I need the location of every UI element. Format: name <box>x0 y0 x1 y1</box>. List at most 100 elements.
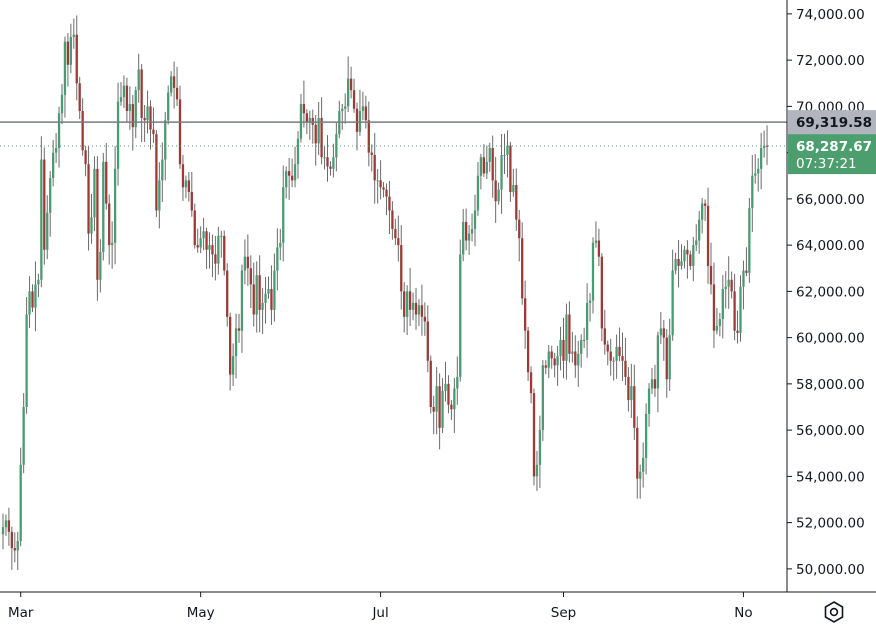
candle-body-down <box>205 231 208 250</box>
candle <box>630 363 633 418</box>
candle-body-down <box>706 205 710 266</box>
candle <box>57 106 61 168</box>
candle <box>246 234 249 286</box>
candle-body-down <box>689 254 692 266</box>
candle-body-up <box>585 302 589 340</box>
candle <box>332 143 335 178</box>
candle <box>69 23 72 74</box>
candle-body-up <box>273 270 276 310</box>
candle-body-up <box>69 37 72 65</box>
candle <box>406 285 409 336</box>
candle-body-down <box>636 427 639 479</box>
candle <box>432 395 435 435</box>
candle <box>438 373 441 450</box>
candle <box>229 312 232 391</box>
candle-body-down <box>149 106 152 130</box>
horizontal-line-price-label: 69,319.58 <box>796 115 872 131</box>
candle <box>748 198 751 283</box>
candle-body-down <box>730 279 733 292</box>
candle-body-up <box>444 383 447 391</box>
candle <box>308 110 311 140</box>
candle <box>526 326 530 381</box>
candle <box>202 217 205 251</box>
chart-settings-button[interactable] <box>821 599 847 625</box>
candle-body-down <box>43 159 46 250</box>
candle-body-down <box>633 386 636 428</box>
candle-body-down <box>703 203 707 206</box>
candle-body-down <box>653 379 657 389</box>
candle <box>31 284 34 313</box>
candle-body-down <box>237 328 241 331</box>
candle <box>500 133 503 214</box>
candle-body-down <box>172 76 176 88</box>
candle-body-down <box>84 150 87 165</box>
candle <box>686 240 689 279</box>
candle <box>108 194 111 265</box>
candle-body-down <box>229 316 232 375</box>
candle-body-up <box>267 289 270 294</box>
candle-body-up <box>630 386 633 401</box>
candle-body-up <box>680 261 683 266</box>
candle <box>326 135 329 182</box>
candle-body-up <box>146 106 149 121</box>
candle <box>757 158 760 192</box>
candle-body-up <box>751 175 754 209</box>
candle <box>344 93 347 124</box>
candle <box>252 262 255 327</box>
candle <box>249 255 252 309</box>
candle-body-down <box>270 289 273 310</box>
candle <box>178 85 182 169</box>
price-axis[interactable]: 50,000.00 52,000.00 54,000.00 56,000.00 58,0… <box>787 7 865 578</box>
candle <box>621 332 624 381</box>
candle-body-up <box>279 242 282 248</box>
candle-body-up <box>473 210 477 229</box>
candle <box>574 335 577 378</box>
candle-body-up <box>674 259 677 271</box>
candle-body-down <box>524 298 527 331</box>
candle <box>721 275 724 339</box>
candle <box>591 237 595 314</box>
candle-body-down <box>429 360 432 407</box>
candle <box>43 147 46 265</box>
candle-body-down <box>562 339 565 361</box>
candle <box>647 383 651 427</box>
candle <box>712 262 716 349</box>
candle <box>60 84 64 125</box>
candle <box>444 361 447 402</box>
candle <box>426 305 429 373</box>
candle-body-up <box>485 161 488 174</box>
candle <box>715 307 719 335</box>
candle-body-up <box>57 113 61 148</box>
candle-body-down <box>765 145 769 147</box>
candle-body-up <box>615 346 618 361</box>
candle <box>509 141 512 202</box>
candle-body-up <box>656 335 660 389</box>
x-tick-label: Sep <box>551 605 576 621</box>
candle-body-down <box>391 210 394 229</box>
candle <box>184 175 188 199</box>
candle <box>49 171 52 237</box>
candle <box>420 284 424 336</box>
candle-body-up <box>594 240 598 243</box>
time-axis[interactable]: Mar May Jul Sep No <box>8 592 753 621</box>
candle <box>423 302 426 336</box>
candle-body-down <box>223 235 226 271</box>
candle <box>267 276 270 299</box>
candle-body-up <box>571 351 574 354</box>
candle <box>243 239 247 285</box>
candle-body-down <box>438 386 441 428</box>
candle-body-up <box>128 104 131 111</box>
candle <box>506 130 509 178</box>
candle-body-up <box>276 247 279 271</box>
candle <box>462 208 465 262</box>
candle-body-up <box>99 252 102 280</box>
candle-body-down <box>600 256 603 329</box>
candle-body-down <box>108 203 111 246</box>
candle-body-up <box>724 286 727 290</box>
candle <box>529 366 533 404</box>
candle <box>296 131 300 179</box>
candle <box>633 364 636 440</box>
candle <box>158 162 161 229</box>
candle <box>580 334 583 368</box>
